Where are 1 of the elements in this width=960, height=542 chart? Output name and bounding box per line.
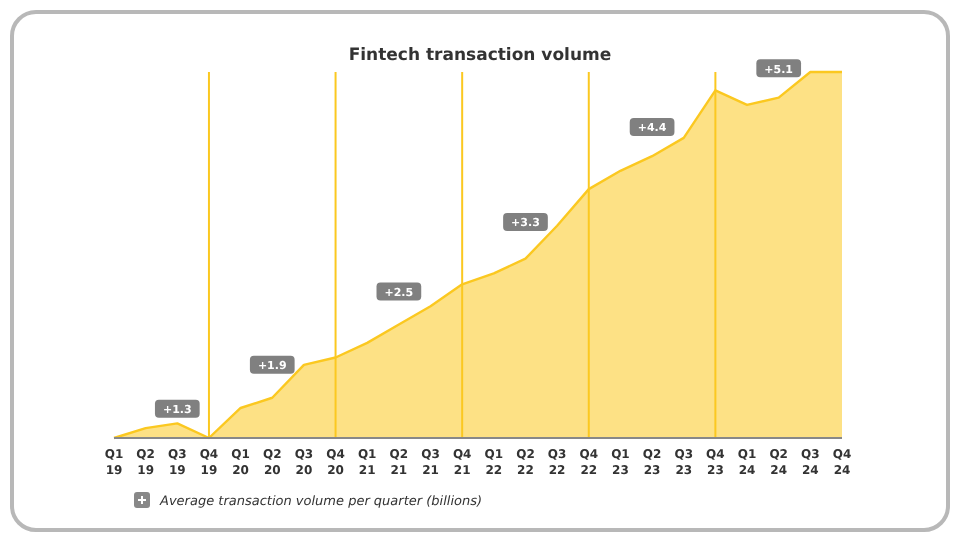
- chart-title: Fintech transaction volume: [348, 46, 612, 66]
